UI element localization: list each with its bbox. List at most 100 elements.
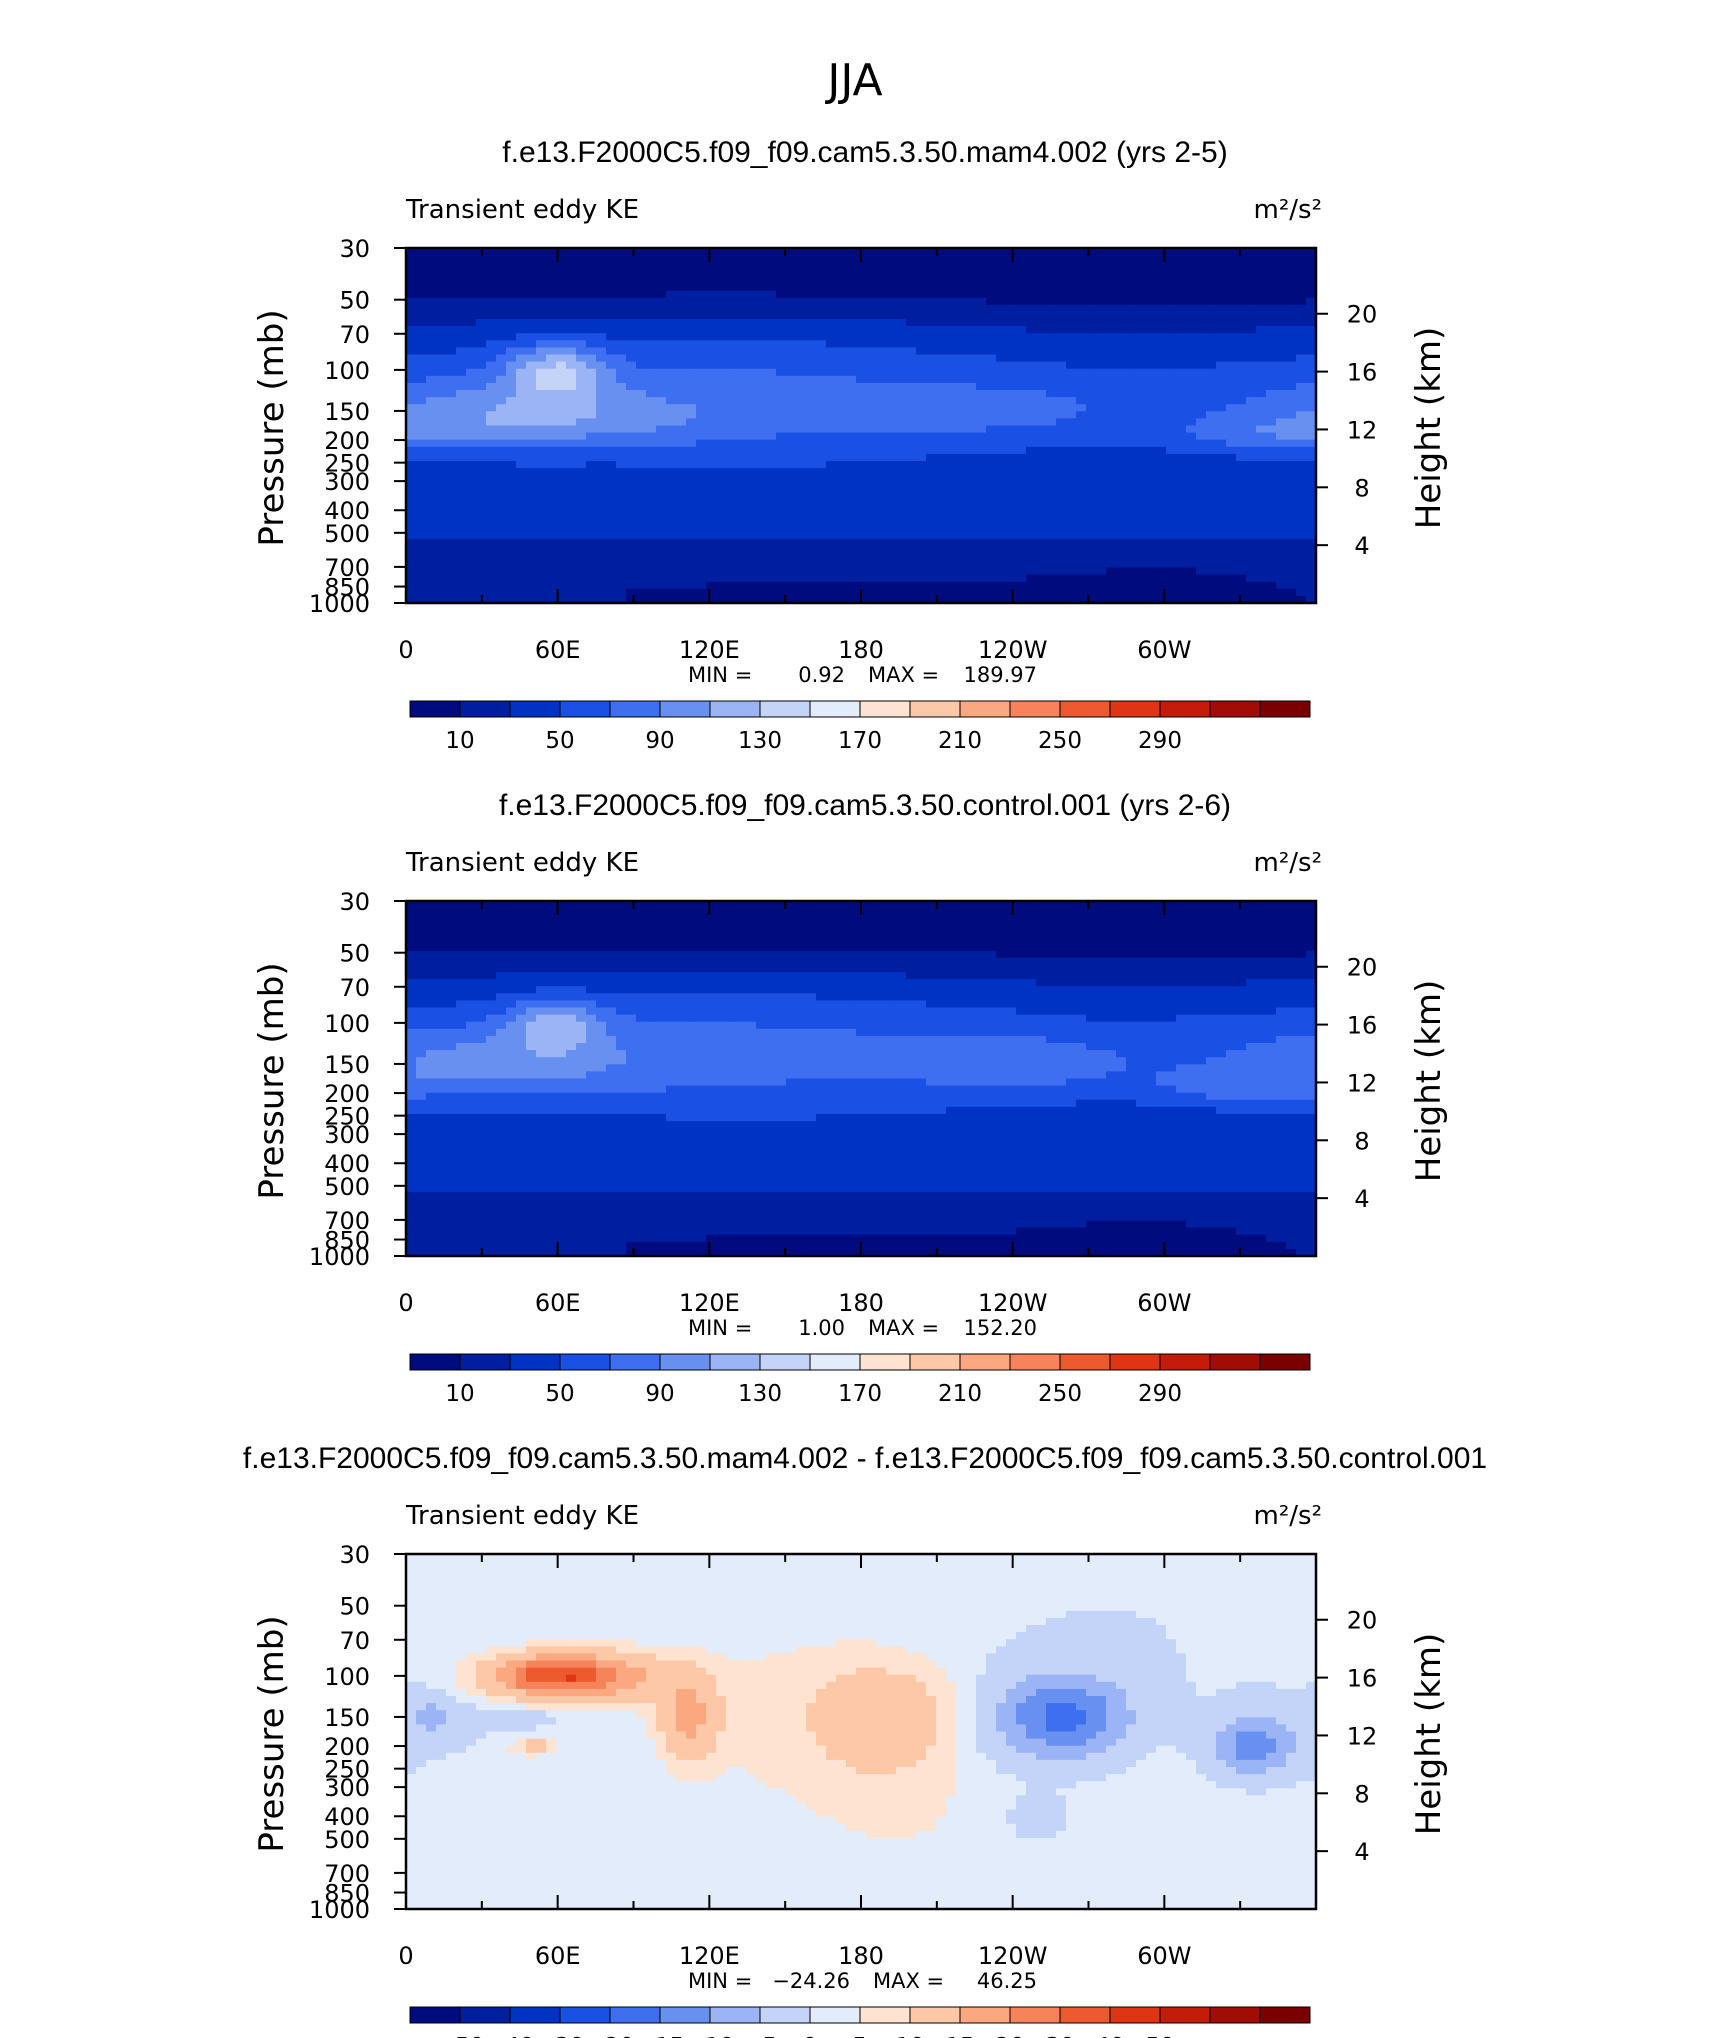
field-cell — [956, 397, 967, 405]
field-cell — [1276, 375, 1287, 384]
field-cell — [796, 276, 807, 285]
field-cell — [916, 262, 927, 270]
stats-min-label: MIN = — [688, 663, 752, 687]
field-cell — [1096, 411, 1107, 419]
field-cell — [586, 248, 597, 256]
field-cell — [1276, 390, 1287, 398]
field-cell — [1186, 304, 1197, 313]
field-cell — [626, 588, 637, 597]
field-cell — [1116, 453, 1127, 462]
field-cell — [566, 248, 577, 256]
field-cell — [876, 255, 887, 263]
field-cell — [786, 290, 797, 299]
field-cell — [416, 546, 427, 554]
field-cell — [1246, 517, 1257, 526]
field-cell — [856, 510, 867, 519]
field-cell — [416, 581, 427, 590]
field-cell — [1146, 425, 1157, 434]
field-cell — [1006, 269, 1017, 277]
field-cell — [726, 319, 737, 327]
field-cell — [816, 539, 827, 547]
field-cell — [1086, 304, 1097, 313]
field-cell — [436, 446, 447, 455]
field-cell — [1056, 588, 1067, 597]
field-cell — [866, 255, 877, 263]
field-cell — [606, 922, 617, 930]
field-cell — [636, 532, 647, 540]
field-cell — [1236, 375, 1247, 384]
field-cell — [966, 390, 977, 398]
field-cell — [906, 546, 917, 554]
field-cell — [866, 262, 877, 270]
field-cell — [646, 468, 657, 476]
field-cell — [586, 276, 597, 285]
field-cell — [1226, 269, 1237, 277]
field-cell — [1106, 340, 1117, 348]
field-cell — [846, 510, 857, 519]
field-cell — [1226, 446, 1237, 455]
field-cell — [1306, 901, 1317, 909]
field-cell — [496, 595, 507, 604]
field-cell — [1056, 524, 1067, 533]
field-cell — [1126, 524, 1137, 533]
field-cell — [916, 439, 927, 448]
field-cell — [406, 319, 417, 327]
field-cell — [1036, 340, 1047, 348]
field-cell — [456, 397, 467, 405]
field-cell — [526, 922, 537, 930]
field-cell — [1236, 390, 1247, 398]
field-cell — [616, 255, 627, 263]
field-cell — [696, 397, 707, 405]
field-cell — [1106, 375, 1117, 384]
field-cell — [976, 468, 987, 476]
field-cell — [806, 404, 817, 412]
field-cell — [556, 517, 567, 526]
field-cell — [826, 311, 837, 320]
field-cell — [506, 446, 517, 455]
field-cell — [886, 404, 897, 412]
field-cell — [696, 915, 707, 923]
field-cell — [876, 248, 887, 256]
field-cell — [906, 915, 917, 923]
field-cell — [796, 496, 807, 505]
colorbar-box — [659, 700, 711, 718]
field-cell — [1016, 333, 1027, 341]
field-cell — [876, 368, 887, 377]
field-cell — [636, 390, 647, 398]
field-cell — [706, 922, 717, 930]
field-cell — [446, 468, 457, 476]
field-cell — [846, 595, 857, 604]
field-cell — [926, 418, 937, 427]
field-cell — [726, 574, 737, 583]
field-cell — [676, 418, 687, 427]
field-cell — [576, 510, 587, 519]
field-cell — [546, 482, 557, 490]
field-cell — [896, 361, 907, 370]
field-cell — [786, 461, 797, 469]
field-cell — [1156, 347, 1167, 356]
field-cell — [1146, 262, 1157, 270]
field-cell — [706, 390, 717, 398]
field-cell — [1006, 446, 1017, 455]
field-cell — [486, 425, 497, 434]
field-cell — [696, 340, 707, 348]
field-cell — [696, 368, 707, 377]
field-cell — [1276, 581, 1287, 590]
field-cell — [926, 532, 937, 540]
field-cell — [866, 297, 877, 306]
field-cell — [1256, 546, 1267, 554]
field-cell — [486, 397, 497, 405]
field-cell — [586, 397, 597, 405]
field-cell — [1126, 390, 1137, 398]
field-cell — [666, 326, 677, 334]
field-cell — [426, 326, 437, 334]
field-cell — [1136, 453, 1147, 462]
field-cell — [616, 489, 627, 498]
field-cell — [1196, 361, 1207, 370]
field-cell — [426, 375, 437, 384]
field-cell — [1076, 595, 1087, 604]
field-cell — [906, 510, 917, 519]
field-cell — [496, 489, 507, 498]
field-cell — [526, 546, 537, 554]
field-cell — [866, 524, 877, 533]
